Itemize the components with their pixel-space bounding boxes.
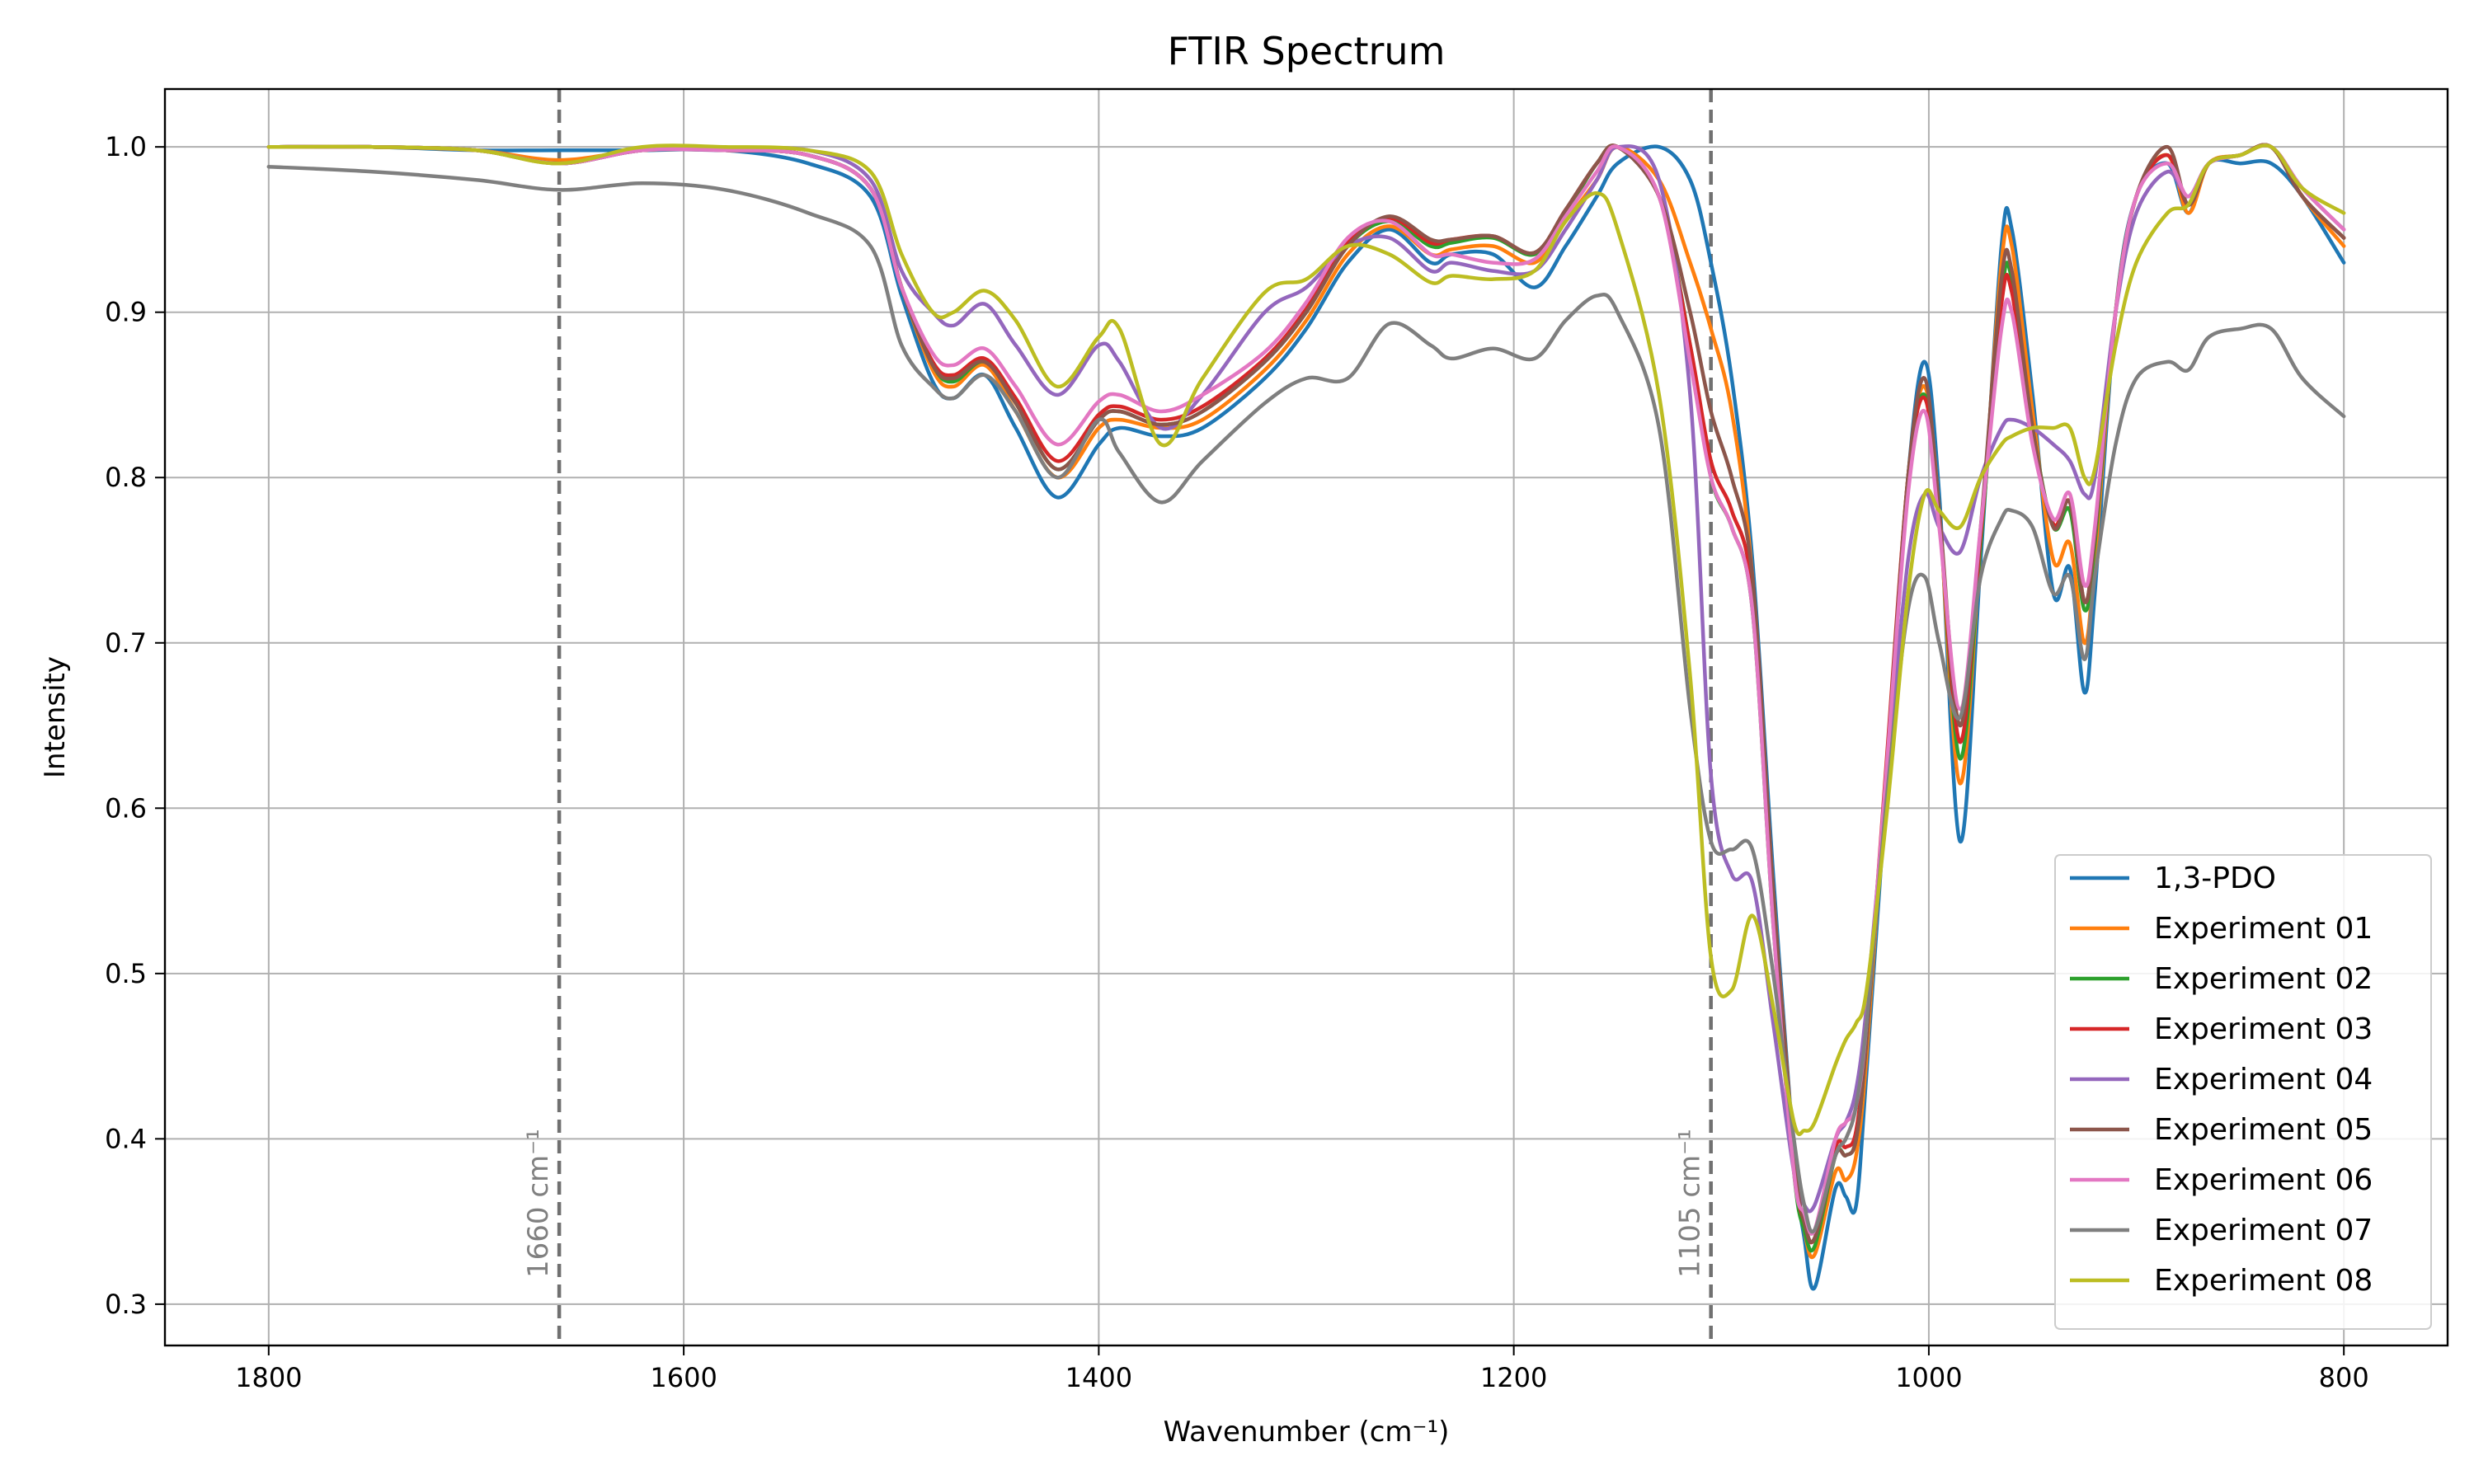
- y-tick-label: 0.5: [105, 958, 147, 989]
- grid: [165, 89, 2448, 1345]
- x-tick-label: 1600: [650, 1362, 717, 1393]
- reference-lines: 1660 cm⁻¹ 1105 cm⁻¹: [522, 89, 1713, 1345]
- legend-label: Experiment 08: [2154, 1264, 2373, 1298]
- legend-label: Experiment 06: [2154, 1163, 2373, 1197]
- legend-label: Experiment 01: [2154, 912, 2373, 946]
- reference-line-label: 1105 cm⁻¹: [1674, 1129, 1707, 1278]
- chart-title: FTIR Spectrum: [1168, 29, 1446, 73]
- x-tick-label: 1200: [1480, 1362, 1547, 1393]
- y-tick-label: 0.9: [105, 297, 147, 328]
- reference-line-label: 1660 cm⁻¹: [522, 1129, 555, 1278]
- legend-label: Experiment 03: [2154, 1012, 2373, 1046]
- series-line-4: [266, 143, 2346, 1214]
- plot-frame: [163, 87, 2449, 1347]
- y-tick-label: 1.0: [105, 131, 147, 162]
- y-tick-label: 0.8: [105, 462, 147, 493]
- x-tick-label: 1400: [1065, 1362, 1132, 1393]
- y-tick-label: 0.4: [105, 1123, 147, 1154]
- legend: 1,3-PDO Experiment 01 Experiment 02 Experim…: [2054, 854, 2432, 1330]
- legend-label: Experiment 02: [2154, 962, 2373, 996]
- y-tick-label: 0.7: [105, 627, 147, 659]
- legend-label: Experiment 05: [2154, 1113, 2373, 1147]
- series-line-7: [266, 164, 2346, 1234]
- y-tick-label: 0.3: [105, 1289, 147, 1320]
- series-line-8: [266, 143, 2346, 1136]
- legend-label: Experiment 07: [2154, 1214, 2373, 1247]
- axis-ticks: 1800 1600 1400 1200 1000 800 0.3 0.4 0.5 0.6 0.7 0.…: [105, 131, 2369, 1393]
- series-line-5: [266, 143, 2346, 1244]
- x-tick-label: 1000: [1895, 1362, 1962, 1393]
- legend-label: Experiment 04: [2154, 1063, 2373, 1097]
- legend-label: 1,3-PDO: [2154, 862, 2276, 895]
- y-tick-label: 0.6: [105, 792, 147, 824]
- x-axis-title: Wavenumber (cm⁻¹): [1164, 1416, 1450, 1449]
- series-lines: [266, 143, 2346, 1291]
- x-tick-label: 1800: [235, 1362, 302, 1393]
- legend-box: [2054, 854, 2432, 1330]
- y-axis-title: Intensity: [39, 656, 72, 778]
- x-tick-label: 800: [2319, 1362, 2369, 1393]
- series-line-6: [266, 143, 2346, 1236]
